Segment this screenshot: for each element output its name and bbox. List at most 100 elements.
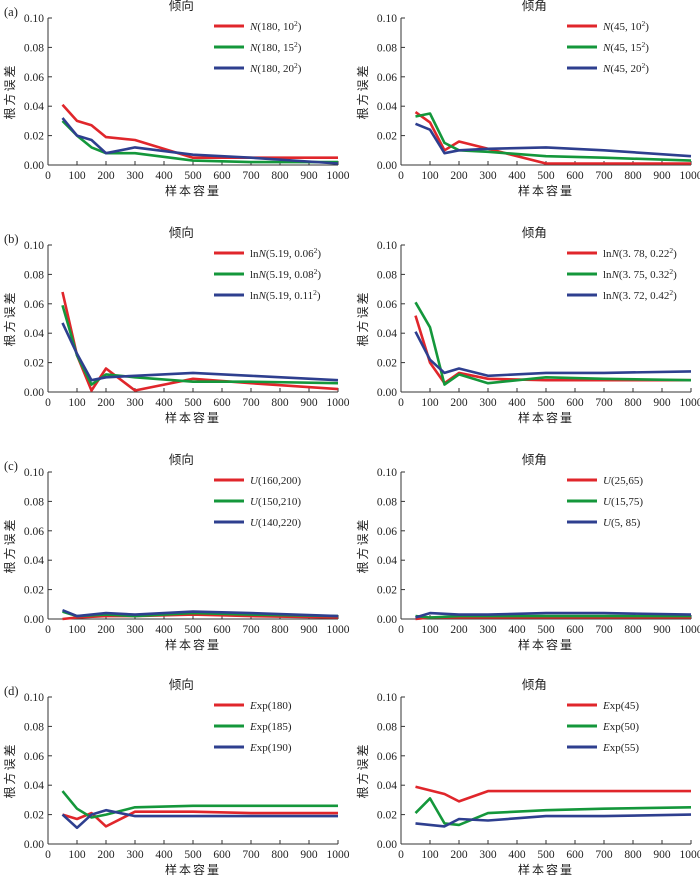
x-tick-label: 1000 (327, 170, 350, 182)
x-tick-label: 100 (68, 397, 86, 409)
x-tick-label: 900 (653, 849, 671, 861)
y-axis-label: 根方误差 (355, 290, 370, 346)
legend-label: Exp(185) (249, 721, 292, 733)
x-tick-label: 0 (45, 849, 51, 861)
legend-label: lnN(5.19, 0.082) (250, 267, 321, 282)
chart-title: 倾角 (522, 453, 547, 467)
x-tick-label: 200 (450, 170, 468, 182)
y-tick-label: 0.10 (24, 240, 44, 252)
x-tick-label: 900 (300, 849, 318, 861)
legend-label: Exp(55) (602, 742, 639, 754)
x-tick-label: 0 (398, 849, 404, 861)
x-tick-label: 100 (68, 849, 86, 861)
chart-title: 倾角 (522, 0, 547, 13)
y-axis-label: 根方误差 (355, 742, 370, 798)
chart-panel-5: (c) 倾向 0.00 0.02 0.04 0.06 0.08 0.10 0 100 200 300 4… (2, 452, 350, 652)
x-tick-label: 200 (97, 849, 115, 861)
x-tick-label: 200 (97, 170, 115, 182)
y-tick-label: 0.06 (377, 751, 397, 763)
y-tick-label: 0.00 (24, 839, 44, 851)
y-tick-label: 0.08 (377, 269, 397, 281)
x-axis-label: 样本容量 (518, 862, 574, 875)
series-line-red (62, 810, 338, 828)
y-tick-label: 0.06 (24, 526, 44, 538)
chart-panel-8: 倾角 0.00 0.02 0.04 0.06 0.08 0.10 0 100 200 300 400 5… (355, 678, 700, 875)
x-tick-label: 400 (508, 624, 526, 636)
y-axis-label: 根方误差 (2, 742, 17, 798)
x-tick-label: 500 (537, 849, 555, 861)
x-axis-label: 样本容量 (518, 183, 574, 198)
x-tick-label: 500 (184, 849, 202, 861)
x-tick-label: 500 (537, 624, 555, 636)
x-tick-label: 600 (213, 397, 231, 409)
x-tick-label: 700 (242, 397, 260, 409)
x-tick-label: 100 (421, 170, 439, 182)
panel-tag: (a) (4, 5, 18, 19)
y-tick-label: 0.04 (377, 780, 397, 792)
y-tick-label: 0.02 (24, 131, 44, 143)
x-tick-label: 100 (68, 170, 86, 182)
series-line-green (415, 112, 692, 162)
y-tick-label: 0.00 (377, 614, 397, 626)
chart-title: 倾角 (522, 678, 547, 692)
y-axis-label: 根方误差 (2, 63, 17, 119)
x-tick-label: 800 (624, 170, 642, 182)
y-tick-label: 0.00 (377, 839, 397, 851)
legend-label: N(180, 102) (249, 19, 302, 34)
x-axis-label: 样本容量 (165, 637, 221, 652)
x-tick-label: 800 (624, 849, 642, 861)
series-line-green (61, 790, 338, 819)
y-tick-label: 0.06 (24, 72, 44, 84)
y-tick-label: 0.04 (377, 328, 397, 340)
y-axis-label: 根方误差 (2, 517, 17, 573)
y-tick-label: 0.06 (377, 526, 397, 538)
chart-panel-2: 倾角 0.00 0.02 0.04 0.06 0.08 0.10 0 100 200 300 400 5… (355, 0, 700, 198)
y-tick-label: 0.06 (377, 72, 397, 84)
x-tick-label: 300 (479, 849, 497, 861)
series-line-blue (415, 813, 692, 828)
x-tick-label: 600 (566, 624, 584, 636)
x-tick-label: 600 (566, 849, 584, 861)
y-tick-label: 0.10 (24, 467, 44, 479)
legend-label: lnN(3. 72, 0.422) (603, 288, 677, 303)
x-tick-label: 200 (97, 624, 115, 636)
y-tick-label: 0.10 (377, 13, 397, 25)
series-line-green (415, 614, 691, 619)
legend-label: U(15,75) (603, 496, 643, 508)
series-line-blue (62, 608, 339, 618)
legend-label: lnN(3. 78, 0.222) (603, 246, 677, 261)
x-tick-label: 100 (421, 849, 439, 861)
x-tick-label: 400 (155, 170, 173, 182)
x-tick-label: 500 (537, 170, 555, 182)
y-tick-label: 0.08 (377, 496, 397, 508)
x-tick-label: 900 (653, 624, 671, 636)
y-tick-label: 0.08 (24, 269, 44, 281)
x-axis-label: 样本容量 (165, 862, 221, 875)
x-tick-label: 500 (184, 170, 202, 182)
chart-panel-4: 倾角 0.00 0.02 0.04 0.06 0.08 0.10 0 100 200 300 400 5… (355, 226, 700, 425)
legend-label: U(140,220) (250, 517, 301, 529)
x-tick-label: 700 (595, 849, 613, 861)
y-tick-label: 0.00 (24, 160, 44, 172)
x-tick-label: 400 (155, 397, 173, 409)
series-line-blue (415, 611, 692, 619)
legend-label: Exp(50) (602, 721, 639, 733)
legend-label: U(160,200) (250, 475, 301, 487)
chart-panel-6: 倾角 0.00 0.02 0.04 0.06 0.08 0.10 0 100 200 300 400 5… (355, 453, 700, 652)
y-tick-label: 0.08 (24, 42, 44, 54)
y-tick-label: 0.06 (24, 299, 44, 311)
x-tick-label: 700 (242, 849, 260, 861)
legend-label: U(150,210) (250, 496, 301, 508)
x-tick-label: 700 (242, 624, 260, 636)
y-tick-label: 0.02 (24, 810, 44, 822)
legend-label: Exp(190) (249, 742, 292, 754)
chart-panel-7: (d) 倾向 0.00 0.02 0.04 0.06 0.08 0.10 0 100 200 300 4… (2, 677, 350, 875)
legend-label: N(45, 152) (602, 40, 649, 55)
x-tick-label: 1000 (327, 397, 350, 409)
y-tick-label: 0.10 (377, 692, 397, 704)
y-tick-label: 0.02 (24, 585, 44, 597)
legend-label: lnN(3. 75, 0.322) (603, 267, 677, 282)
series-line-red (414, 315, 691, 385)
x-tick-label: 300 (126, 624, 144, 636)
y-tick-label: 0.02 (377, 810, 397, 822)
